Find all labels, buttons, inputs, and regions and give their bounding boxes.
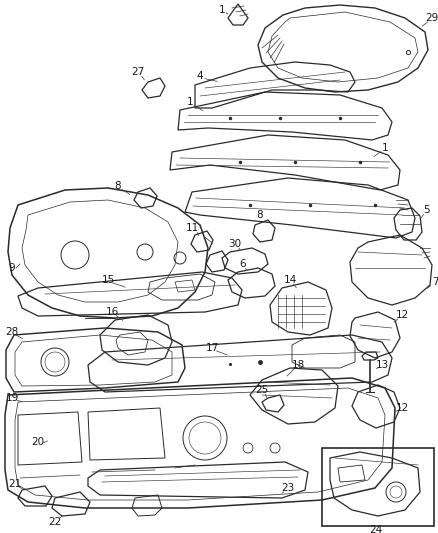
Text: 28: 28: [5, 327, 19, 337]
Text: 30: 30: [229, 239, 242, 249]
Text: 12: 12: [396, 403, 409, 413]
Text: 18: 18: [291, 360, 304, 370]
Text: 23: 23: [281, 483, 295, 493]
Text: 24: 24: [369, 525, 383, 533]
Text: 1: 1: [187, 97, 193, 107]
Text: 20: 20: [32, 437, 45, 447]
Text: 4: 4: [197, 71, 203, 81]
Text: 14: 14: [283, 275, 297, 285]
Text: 8: 8: [115, 181, 121, 191]
Text: 25: 25: [255, 385, 268, 395]
Text: 1: 1: [381, 143, 389, 153]
Text: 5: 5: [424, 205, 430, 215]
Text: 6: 6: [240, 259, 246, 269]
Text: 19: 19: [5, 393, 19, 403]
Text: 11: 11: [185, 223, 198, 233]
Text: 17: 17: [205, 343, 219, 353]
Text: 12: 12: [396, 310, 409, 320]
Text: 27: 27: [131, 67, 145, 77]
Text: 7: 7: [432, 277, 438, 287]
Text: 1: 1: [219, 5, 225, 15]
Text: 15: 15: [101, 275, 115, 285]
Text: 16: 16: [106, 307, 119, 317]
Text: 13: 13: [375, 360, 389, 370]
Text: 22: 22: [48, 517, 62, 527]
Text: 21: 21: [8, 479, 21, 489]
Text: 8: 8: [257, 210, 263, 220]
Text: 29: 29: [425, 13, 438, 23]
Text: 9: 9: [9, 263, 15, 273]
